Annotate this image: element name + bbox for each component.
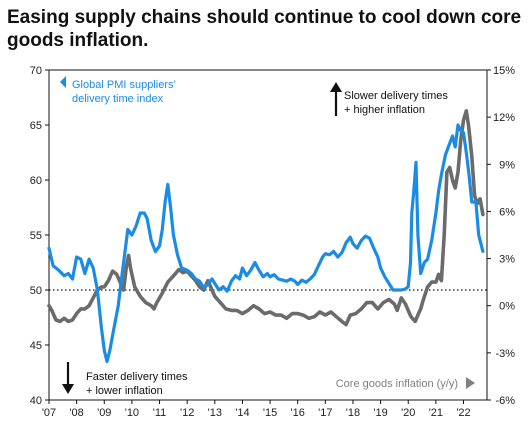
x-tick-label: '08 xyxy=(69,407,83,419)
faster-delivery-line1: Faster delivery times xyxy=(86,371,188,383)
x-tick-label: '17 xyxy=(318,407,332,419)
series-line-core-goods xyxy=(47,109,485,327)
up-arrow-icon xyxy=(330,82,342,116)
x-tick-label: '19 xyxy=(373,407,387,419)
x-tick-label: '20 xyxy=(401,407,415,419)
x-tick-label: '10 xyxy=(125,407,139,419)
y-right-tick-label: -6% xyxy=(495,395,515,407)
x-tick-label: '15 xyxy=(263,407,277,419)
y-left-tick-label: 60 xyxy=(30,175,42,187)
y-right-tick-label: -3% xyxy=(495,348,515,360)
x-tick-label: '11 xyxy=(153,407,167,419)
slower-delivery-line1: Slower delivery times xyxy=(344,90,448,102)
series-line-pmi xyxy=(47,123,485,364)
y-left-tick-label: 70 xyxy=(30,65,42,77)
x-tick-label: '14 xyxy=(235,407,249,419)
y-right-tick-label: 3% xyxy=(499,254,515,266)
y-left-tick-label: 55 xyxy=(30,230,42,242)
y-right-tick-label: 15% xyxy=(493,65,515,77)
pmi-legend-line2: delivery time index xyxy=(72,93,164,105)
x-tick-label: '13 xyxy=(208,407,222,419)
pmi-legend-arrow-icon xyxy=(60,76,66,88)
x-tick-label: '16 xyxy=(291,407,305,419)
x-tick-label: '09 xyxy=(97,407,111,419)
x-tick-label: '12 xyxy=(180,407,194,419)
y-right-tick-label: 0% xyxy=(499,301,515,313)
y-left-tick-label: 40 xyxy=(30,395,42,407)
x-tick-label: '21 xyxy=(429,407,443,419)
y-left-tick-label: 50 xyxy=(30,285,42,297)
pmi-legend-line1: Global PMI suppliers’ xyxy=(72,79,176,91)
y-right-tick-label: 9% xyxy=(499,159,515,171)
y-left-tick-label: 45 xyxy=(30,340,42,352)
core-legend-label: Core goods inflation (y/y) xyxy=(336,378,458,390)
y-left-tick-label: 65 xyxy=(30,120,42,132)
y-right-tick-label: 6% xyxy=(499,206,515,218)
core-legend-arrow-icon xyxy=(466,377,475,389)
faster-delivery-line2: + lower inflation xyxy=(86,385,163,397)
x-tick-label: '07 xyxy=(42,407,56,419)
x-tick-label: '18 xyxy=(346,407,360,419)
down-arrow-icon xyxy=(62,362,74,394)
y-right-tick-label: 12% xyxy=(493,112,515,124)
slower-delivery-line2: + higher inflation xyxy=(344,104,425,116)
plot-frame xyxy=(48,69,488,401)
x-tick-label: '22 xyxy=(456,407,470,419)
chart-title: Easing supply chains should continue to … xyxy=(7,7,522,51)
